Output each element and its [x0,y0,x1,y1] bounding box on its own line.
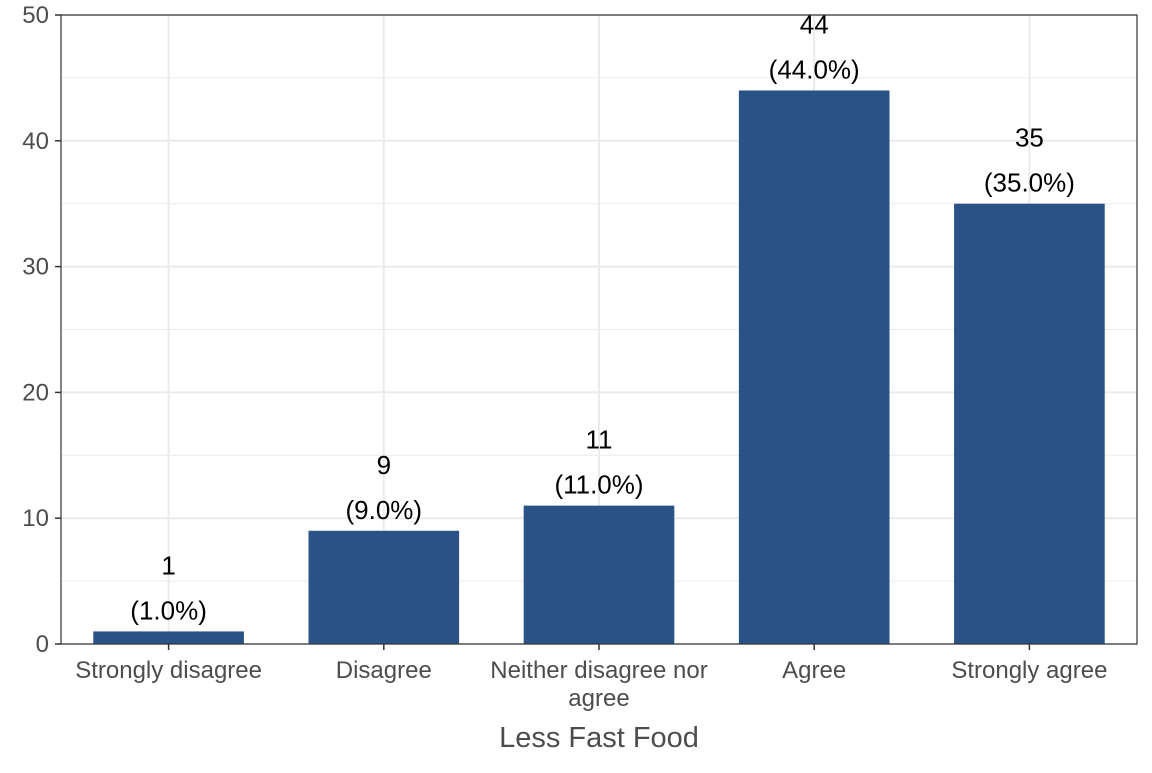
y-tick-label: 40 [22,128,49,155]
x-tick-label: Agree [782,657,846,684]
bar-count-label: 44 [800,9,829,39]
bar-count-label: 9 [377,450,391,480]
y-tick-label: 50 [22,2,49,29]
bar-percent-label: (9.0%) [346,495,423,525]
bar-percent-label: (44.0%) [769,54,860,84]
bar-percent-label: (11.0%) [554,470,643,500]
y-tick-label: 10 [22,505,49,532]
bar-count-label: 35 [1015,123,1044,153]
bar [738,90,890,645]
bar-percent-label: (1.0%) [130,595,207,625]
bar [93,631,244,644]
y-tick-label: 0 [36,631,49,658]
data-label-layer: (1.0%) 1 (9.0%) 9 (11.0%) 11 (44.0%) 44 (35.0%) 3… [130,9,1075,625]
x-tick-label: Strongly disagree [75,657,262,684]
y-tick-label: 30 [22,254,49,281]
bar-layer [93,90,1105,645]
x-axis-title: Less Fast Food [499,722,699,754]
y-tick-label: 20 [22,379,49,406]
x-tick-label: Neither disagree nor agree [490,657,707,712]
bar [954,203,1105,644]
x-tick-label: Disagree [336,657,432,684]
bar-count-label: 1 [161,550,175,580]
bar [308,530,460,644]
x-tick-label: Strongly agree [951,657,1107,684]
bar-percent-label: (35.0%) [984,168,1075,198]
bar-count-label: 11 [586,425,613,455]
axis-layer: 0 10 20 30 40 50 Strongly disagree Disagree Neit… [22,2,1107,712]
bar [523,505,675,644]
